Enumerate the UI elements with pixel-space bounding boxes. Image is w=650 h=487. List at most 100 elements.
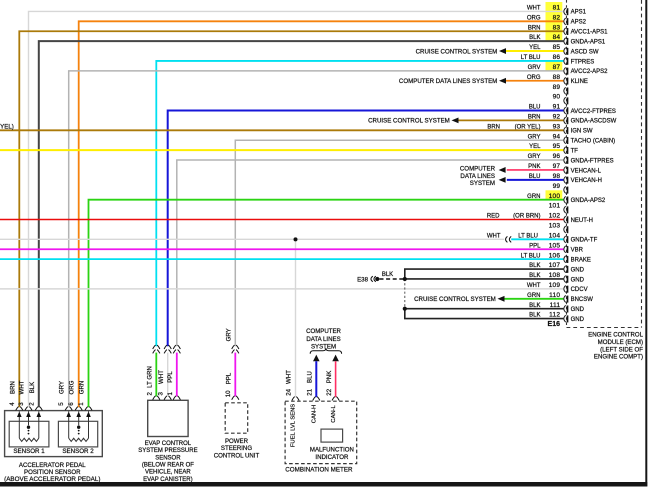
svg-text:GNDA-APS1: GNDA-APS1 (571, 39, 606, 45)
svg-text:POWER: POWER (225, 438, 249, 445)
svg-text:(BELOW REAR OF: (BELOW REAR OF (142, 463, 194, 469)
svg-text:BLK: BLK (382, 272, 393, 278)
svg-text:ENGINE CONTROL: ENGINE CONTROL (588, 332, 643, 339)
svg-text:GND: GND (571, 277, 585, 283)
svg-text:BLK: BLK (529, 35, 540, 41)
svg-text:104: 104 (549, 232, 561, 239)
svg-text:LT BLU: LT BLU (518, 233, 538, 239)
svg-text:WHT: WHT (286, 370, 293, 384)
svg-text:108: 108 (549, 272, 561, 279)
svg-text:CRUISE CONTROL SYSTEM: CRUISE CONTROL SYSTEM (416, 48, 498, 55)
svg-text:BLK: BLK (29, 382, 36, 394)
svg-text:GRN: GRN (79, 381, 86, 395)
svg-text:87: 87 (553, 64, 561, 71)
svg-text:98: 98 (553, 173, 561, 180)
svg-text:92: 92 (553, 114, 561, 121)
svg-text:93: 93 (553, 123, 561, 130)
svg-text:MODULE (ECM): MODULE (ECM) (598, 339, 643, 346)
svg-text:E16: E16 (548, 321, 561, 328)
svg-text:WHT: WHT (19, 380, 26, 394)
svg-text:106: 106 (549, 252, 561, 259)
svg-text:86: 86 (553, 54, 561, 61)
svg-text:WHT: WHT (527, 6, 541, 12)
svg-text:1: 1 (78, 402, 85, 406)
svg-text:FTPRES: FTPRES (571, 59, 595, 65)
svg-text:BRN: BRN (528, 25, 541, 31)
svg-text:99: 99 (553, 183, 561, 190)
svg-text:105: 105 (549, 242, 561, 249)
svg-text:COMPUTER: COMPUTER (306, 328, 341, 335)
svg-text:TF: TF (571, 148, 579, 154)
svg-text:88: 88 (553, 74, 561, 81)
svg-text:DATA LINES: DATA LINES (306, 336, 340, 343)
svg-text:ASCD SW: ASCD SW (571, 49, 599, 55)
svg-text:94: 94 (553, 133, 561, 140)
svg-text:GNDA-FTPRES: GNDA-FTPRES (571, 158, 614, 164)
svg-text:CAN-H: CAN-H (312, 405, 318, 423)
svg-text:3: 3 (158, 391, 165, 395)
svg-text:CRUISE CONTROL SYSTEM: CRUISE CONTROL SYSTEM (414, 296, 496, 303)
svg-text:SENSOR 1: SENSOR 1 (13, 448, 45, 455)
svg-text:BLK: BLK (529, 303, 540, 309)
svg-text:(OR YEL): (OR YEL) (0, 123, 14, 130)
svg-text:MALFUNCTION: MALFUNCTION (310, 447, 354, 454)
svg-text:2: 2 (146, 391, 153, 395)
svg-text:BNCSW: BNCSW (571, 297, 594, 303)
svg-text:AVCC1-APS1: AVCC1-APS1 (571, 30, 609, 36)
svg-text:BRAKE: BRAKE (571, 257, 591, 263)
svg-text:PPL: PPL (529, 243, 541, 249)
svg-text:21: 21 (307, 388, 314, 395)
svg-text:SENSOR 2: SENSOR 2 (62, 448, 94, 455)
svg-text:90: 90 (553, 94, 561, 101)
svg-text:(LEFT SIDE OF: (LEFT SIDE OF (600, 346, 643, 353)
svg-text:APS1: APS1 (571, 10, 587, 16)
svg-text:BLK: BLK (529, 313, 540, 319)
svg-text:VEHCAN-L: VEHCAN-L (571, 168, 602, 174)
svg-text:SYSTEM: SYSTEM (311, 343, 336, 350)
svg-text:109: 109 (549, 282, 561, 289)
svg-text:GRN: GRN (527, 293, 540, 299)
svg-text:GRY: GRY (59, 381, 66, 394)
svg-text:6: 6 (68, 402, 75, 406)
svg-text:VEHICLE, NEAR: VEHICLE, NEAR (145, 470, 191, 476)
svg-text:(OR BRN): (OR BRN) (513, 214, 540, 220)
svg-text:AVCC2-FTPRES: AVCC2-FTPRES (571, 109, 616, 115)
svg-text:COMPUTER DATA LINES SYSTEM: COMPUTER DATA LINES SYSTEM (399, 78, 497, 85)
svg-text:TACHO (CABIN): TACHO (CABIN) (571, 139, 616, 145)
svg-text:LT BLU: LT BLU (521, 55, 541, 61)
svg-text:BLU: BLU (529, 174, 541, 180)
svg-text:WHT: WHT (487, 233, 501, 239)
svg-text:CRUISE CONTROL SYSTEM: CRUISE CONTROL SYSTEM (368, 118, 450, 125)
svg-text:96: 96 (553, 153, 561, 160)
svg-text:2: 2 (28, 402, 35, 406)
svg-text:95: 95 (553, 143, 561, 150)
svg-text:GRN: GRN (527, 194, 540, 200)
svg-text:WHT: WHT (527, 283, 541, 289)
svg-text:BRN: BRN (487, 124, 500, 130)
svg-text:LT BLU: LT BLU (521, 253, 541, 259)
svg-text:ORG: ORG (69, 380, 76, 394)
svg-text:DATA LINES: DATA LINES (460, 173, 495, 180)
svg-text:BLK: BLK (529, 263, 540, 269)
svg-text:COMBINATION METER: COMBINATION METER (285, 467, 353, 474)
svg-text:1: 1 (167, 391, 174, 395)
svg-text:89: 89 (553, 84, 561, 91)
svg-text:GNDA-ASCDSW: GNDA-ASCDSW (571, 119, 617, 125)
svg-text:SYSTEM PRESSURE: SYSTEM PRESSURE (138, 448, 197, 454)
svg-text:102: 102 (549, 213, 561, 220)
svg-text:PNK: PNK (326, 371, 333, 384)
svg-text:GND: GND (571, 307, 585, 313)
svg-text:POSITION SENSOR: POSITION SENSOR (24, 469, 81, 476)
svg-text:LT GRN: LT GRN (147, 366, 154, 388)
svg-text:SENSOR: SENSOR (155, 455, 181, 461)
svg-text:BLU: BLU (529, 105, 541, 111)
svg-text:BLU: BLU (307, 371, 314, 383)
svg-text:ENGINE COMPT): ENGINE COMPT) (594, 354, 643, 361)
svg-text:84: 84 (553, 34, 561, 41)
svg-text:5: 5 (58, 402, 65, 406)
svg-text:91: 91 (553, 104, 561, 111)
svg-text:110: 110 (549, 292, 560, 299)
svg-text:VBR: VBR (571, 248, 584, 254)
svg-text:STEERING: STEERING (221, 445, 252, 452)
svg-text:3: 3 (18, 402, 25, 406)
